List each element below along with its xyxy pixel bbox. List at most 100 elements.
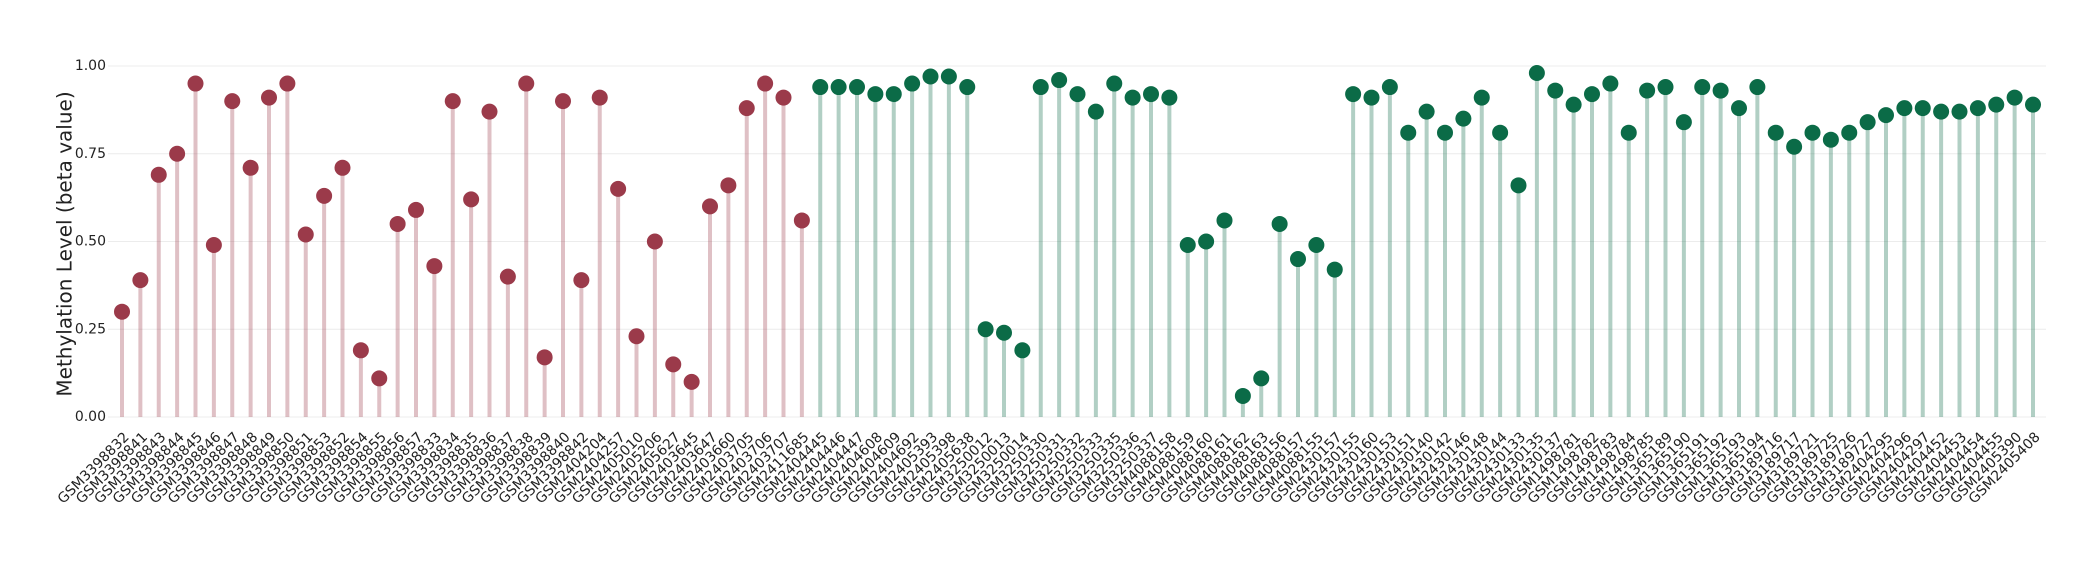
dot bbox=[1731, 100, 1747, 117]
dot bbox=[1547, 82, 1564, 99]
dot bbox=[371, 370, 388, 387]
dot bbox=[1694, 79, 1711, 96]
dot bbox=[922, 68, 939, 85]
dot bbox=[1969, 100, 1986, 117]
dot bbox=[444, 93, 461, 110]
dot bbox=[830, 79, 847, 96]
dot bbox=[1179, 237, 1196, 254]
dot bbox=[114, 303, 130, 320]
dot bbox=[628, 328, 645, 345]
dot bbox=[1510, 177, 1527, 194]
y-tick-label: 0.75 bbox=[75, 146, 106, 162]
dot bbox=[959, 79, 976, 96]
dot bbox=[1418, 103, 1435, 120]
dot bbox=[481, 103, 498, 120]
dot bbox=[885, 86, 902, 103]
dot bbox=[1198, 233, 1215, 250]
dot bbox=[1675, 114, 1692, 131]
dot bbox=[1841, 124, 1858, 141]
dot bbox=[132, 272, 149, 289]
dot bbox=[1565, 96, 1582, 113]
dot bbox=[665, 356, 682, 373]
dot bbox=[205, 237, 222, 254]
dot bbox=[646, 233, 663, 250]
dot bbox=[1584, 86, 1600, 103]
dot bbox=[1859, 114, 1876, 131]
dot bbox=[904, 75, 921, 92]
dot bbox=[555, 93, 571, 110]
dot bbox=[518, 75, 535, 92]
dot bbox=[1308, 237, 1325, 254]
dot bbox=[738, 100, 755, 117]
dot bbox=[1878, 107, 1894, 124]
dot bbox=[1528, 65, 1545, 82]
dot bbox=[1602, 75, 1619, 92]
dot bbox=[1437, 124, 1453, 141]
dot bbox=[169, 145, 186, 162]
dot bbox=[279, 75, 296, 92]
dot bbox=[793, 212, 810, 229]
dot bbox=[1216, 212, 1233, 229]
dot bbox=[849, 79, 865, 96]
dot bbox=[261, 89, 277, 106]
dot bbox=[573, 272, 590, 289]
dot bbox=[389, 215, 406, 232]
dot bbox=[1896, 100, 1913, 117]
dot bbox=[1492, 124, 1509, 141]
dot bbox=[1345, 86, 1362, 103]
dot bbox=[426, 258, 443, 275]
dot bbox=[1069, 86, 1086, 103]
dot bbox=[757, 75, 774, 92]
dot bbox=[940, 68, 957, 85]
dot bbox=[297, 226, 314, 243]
y-tick-label: 0.50 bbox=[75, 234, 106, 250]
dot bbox=[1822, 131, 1839, 148]
dot bbox=[150, 166, 167, 183]
dot bbox=[1804, 124, 1821, 141]
y-tick-label: 0.25 bbox=[75, 321, 106, 337]
dot bbox=[463, 191, 480, 208]
dot bbox=[499, 268, 516, 285]
dot bbox=[1400, 124, 1417, 141]
dot bbox=[334, 159, 351, 176]
dot bbox=[536, 349, 553, 366]
dot bbox=[775, 89, 792, 106]
dot bbox=[591, 89, 608, 106]
dot bbox=[1712, 82, 1729, 99]
dot bbox=[683, 373, 700, 390]
dot bbox=[1749, 79, 1766, 96]
dot bbox=[1951, 103, 1968, 120]
dot bbox=[977, 321, 994, 338]
dot bbox=[1933, 103, 1950, 120]
dot bbox=[610, 180, 627, 197]
dot bbox=[1051, 72, 1068, 89]
dot bbox=[867, 86, 884, 103]
y-tick-label: 1.00 bbox=[75, 58, 106, 74]
dot bbox=[1124, 89, 1141, 106]
dot bbox=[812, 79, 829, 96]
dot bbox=[702, 198, 718, 215]
dot bbox=[1639, 82, 1656, 99]
dot bbox=[1106, 75, 1123, 92]
dot bbox=[1161, 89, 1178, 106]
dot bbox=[408, 201, 424, 218]
dot bbox=[316, 187, 333, 204]
dot bbox=[1786, 138, 1803, 155]
dot bbox=[352, 342, 369, 359]
dot bbox=[1290, 251, 1306, 268]
dot bbox=[720, 177, 737, 194]
dot bbox=[2025, 96, 2041, 113]
dot bbox=[242, 159, 259, 176]
dot bbox=[1988, 96, 2005, 113]
dot bbox=[2006, 89, 2023, 106]
dot bbox=[1363, 89, 1380, 106]
dot bbox=[1326, 261, 1343, 278]
dot bbox=[187, 75, 204, 92]
y-axis-title: Methylation Level (beta value) bbox=[53, 91, 77, 396]
dot bbox=[1914, 100, 1931, 117]
dot bbox=[1271, 215, 1288, 232]
dot bbox=[1032, 79, 1049, 96]
dot bbox=[1455, 110, 1472, 127]
dot bbox=[1143, 86, 1159, 103]
